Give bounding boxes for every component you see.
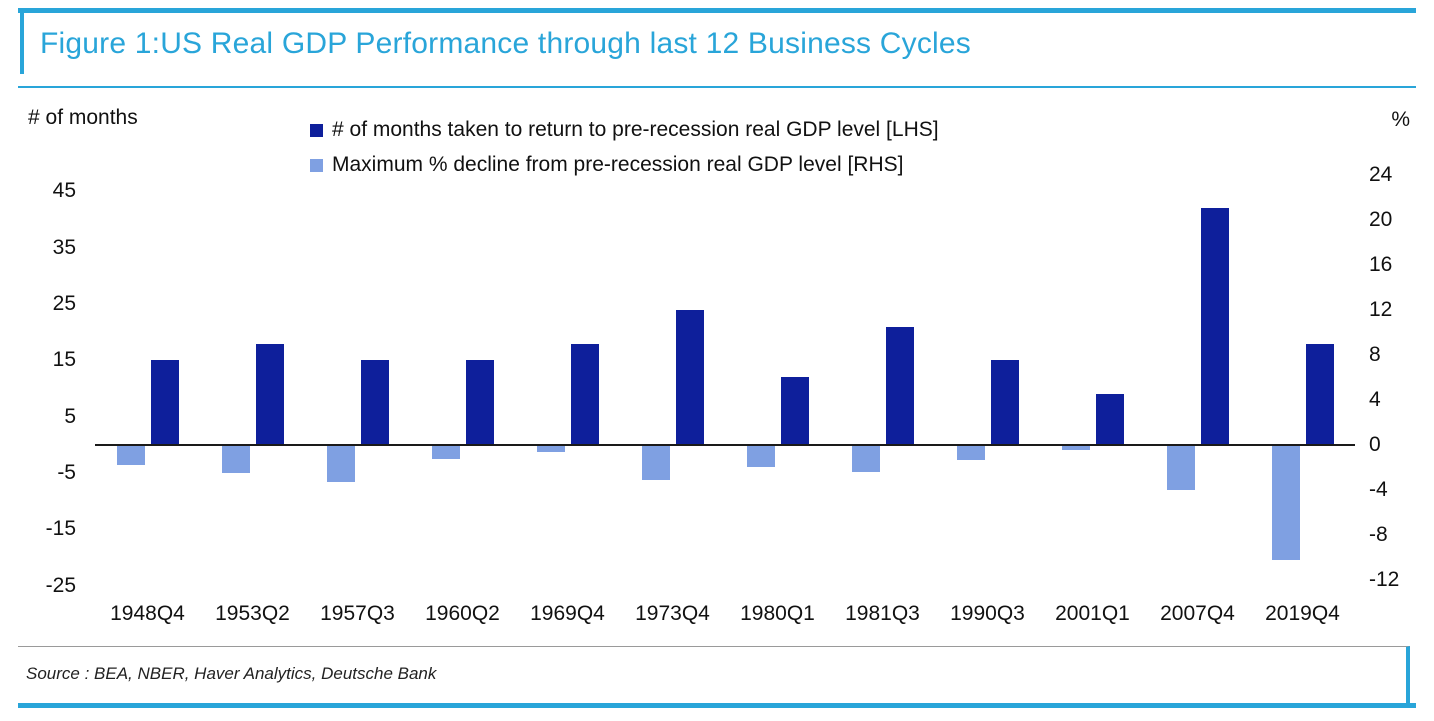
bar-max-decline	[116, 444, 145, 466]
bar-months-to-recover	[885, 326, 914, 445]
chart-legend: # of months taken to return to pre-reces…	[310, 118, 939, 188]
x-axis-label: 1990Q3	[950, 602, 1025, 625]
plot-area	[95, 166, 1355, 596]
right-axis-tick: 8	[1369, 343, 1381, 367]
left-axis-tick: 35	[52, 235, 76, 259]
right-axis-tick: -12	[1369, 568, 1400, 592]
x-axis-label: 1957Q3	[320, 602, 395, 625]
x-axis-label: 2019Q4	[1265, 602, 1340, 625]
right-axis-tick: 20	[1369, 208, 1393, 232]
bar-max-decline	[851, 444, 880, 473]
bar-max-decline	[1061, 444, 1090, 450]
right-axis-tick: -4	[1369, 478, 1388, 502]
bar-max-decline	[221, 444, 250, 474]
figure-header: Figure 1:US Real GDP Performance through…	[20, 13, 1416, 74]
x-axis-label: 2001Q1	[1055, 602, 1130, 625]
legend-label: # of months taken to return to pre-reces…	[332, 118, 939, 141]
left-axis-tick: 25	[52, 292, 76, 316]
right-axis-title: %	[1391, 108, 1410, 131]
bar-max-decline	[431, 444, 460, 459]
right-axis-tick: 0	[1369, 433, 1381, 457]
x-axis-zero-line	[95, 443, 1355, 446]
bar-months-to-recover	[990, 360, 1019, 445]
bar-max-decline	[956, 444, 985, 460]
title-divider-rule	[18, 86, 1416, 88]
left-axis-tick: 5	[64, 404, 76, 428]
x-axis-label: 1953Q2	[215, 602, 290, 625]
bar-months-to-recover	[570, 343, 599, 445]
bar-max-decline	[641, 444, 670, 481]
bar-months-to-recover	[1200, 208, 1229, 445]
months-swatch-icon	[310, 123, 323, 137]
bar-months-to-recover	[780, 377, 809, 445]
left-axis-title: # of months	[28, 106, 138, 129]
left-axis-tick: -5	[57, 461, 76, 485]
bar-max-decline	[746, 444, 775, 467]
bar-max-decline	[1271, 444, 1300, 560]
x-axis-label: 2007Q4	[1160, 602, 1235, 625]
right-axis-tick: 4	[1369, 388, 1381, 412]
bar-months-to-recover	[465, 360, 494, 445]
x-axis-label: 1969Q4	[530, 602, 605, 625]
right-axis-tick: -8	[1369, 523, 1388, 547]
bar-months-to-recover	[1305, 343, 1334, 445]
bar-months-to-recover	[360, 360, 389, 445]
bar-max-decline	[1166, 444, 1195, 491]
left-axis-tick: -25	[45, 573, 76, 597]
right-axis-tick: 12	[1369, 298, 1393, 322]
bar-max-decline	[326, 444, 355, 483]
bar-months-to-recover	[1095, 394, 1124, 445]
gdp-bar-chart: # of months % # of months taken to retur…	[0, 96, 1434, 646]
source-note: Source : BEA, NBER, Haver Analytics, Deu…	[26, 664, 437, 683]
x-axis-label: 1981Q3	[845, 602, 920, 625]
legend-item-decline: Maximum % decline from pre-recession rea…	[310, 153, 939, 177]
bottom-accent-rule	[18, 703, 1416, 708]
x-axis-label: 1973Q4	[635, 602, 710, 625]
page-title: Figure 1:US Real GDP Performance through…	[40, 27, 971, 60]
top-accent-rule	[18, 8, 1416, 13]
x-axis-label: 1980Q1	[740, 602, 815, 625]
bar-months-to-recover	[675, 309, 704, 445]
right-axis-tick: 16	[1369, 253, 1393, 277]
left-axis-tick: 45	[52, 179, 76, 203]
left-axis-tick: -15	[45, 517, 76, 541]
x-axis-label: 1960Q2	[425, 602, 500, 625]
bar-months-to-recover	[150, 360, 179, 445]
legend-label: Maximum % decline from pre-recession rea…	[332, 153, 904, 176]
left-axis-tick: 15	[52, 348, 76, 372]
legend-item-months: # of months taken to return to pre-reces…	[310, 118, 939, 142]
bar-max-decline	[536, 444, 565, 452]
right-axis-tick: 24	[1369, 163, 1393, 186]
bar-months-to-recover	[255, 343, 284, 445]
figure-footer: Source : BEA, NBER, Haver Analytics, Deu…	[18, 646, 1410, 703]
decline-swatch-icon	[310, 158, 323, 172]
x-axis-label: 1948Q4	[110, 602, 185, 625]
